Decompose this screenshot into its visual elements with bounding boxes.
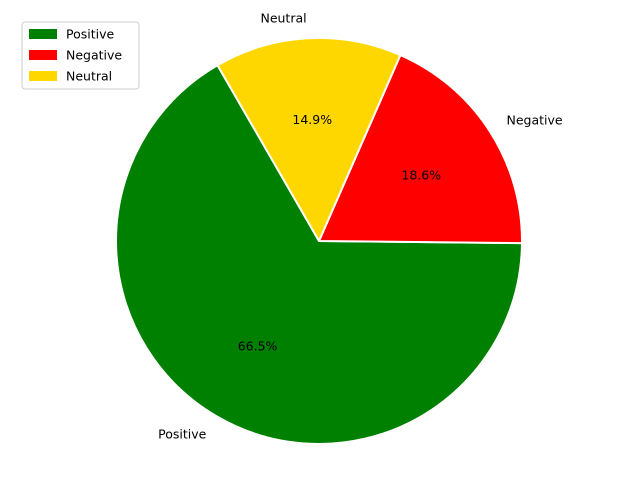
legend-swatch-positive — [29, 29, 57, 39]
slice-percent-label-negative: 18.6% — [401, 167, 441, 182]
pie-slices — [115, 37, 523, 445]
slice-category-label-neutral: Neutral — [260, 11, 306, 26]
legend-entries: Positive Negative Neutral — [29, 27, 122, 84]
legend: Positive Negative Neutral — [21, 21, 140, 90]
pie-slice-neutral — [216, 37, 402, 242]
legend-label-negative: Negative — [66, 48, 122, 63]
legend-label-neutral: Neutral — [66, 69, 112, 84]
pie-labels: 66.5% Positive 18.6% Negative 14.9% Neutral — [158, 11, 563, 442]
pie-slice-positive — [115, 64, 523, 445]
slice-percent-label-neutral: 14.9% — [292, 112, 332, 127]
pie-slice-negative — [318, 54, 523, 245]
legend-swatch-negative — [29, 50, 57, 60]
slice-category-label-negative: Negative — [507, 112, 563, 127]
legend-swatch-neutral — [29, 71, 57, 81]
legend-label-positive: Positive — [66, 27, 114, 42]
slice-percent-label-positive: 66.5% — [238, 339, 278, 354]
slice-category-label-positive: Positive — [158, 426, 206, 441]
